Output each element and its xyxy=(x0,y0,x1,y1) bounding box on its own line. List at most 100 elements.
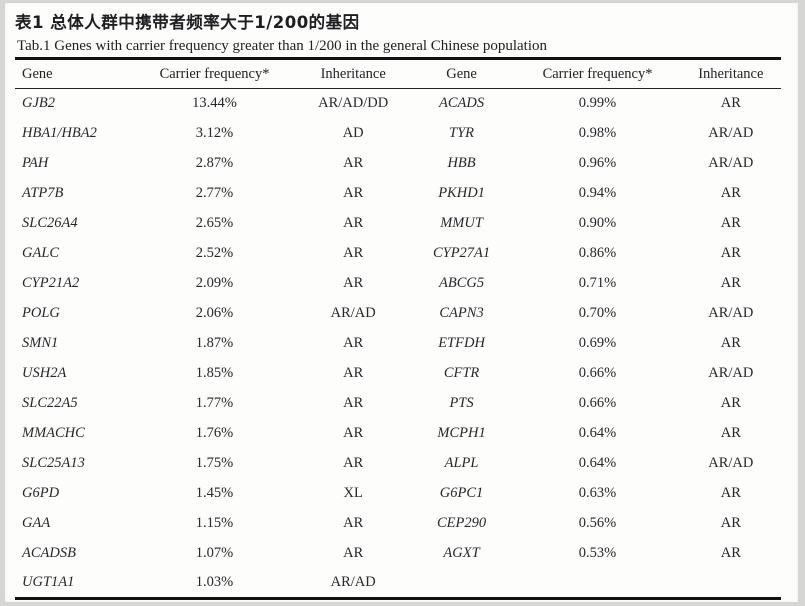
carrier-frequency-cell-left: 2.06% xyxy=(195,305,234,321)
table-row: MMACHC 1.76% AR MCPH1 0.64% AR xyxy=(15,419,781,449)
carrier-frequency-cell-right: 0.94% xyxy=(578,185,617,201)
table-row: UGT1A1 1.03% AR/AD xyxy=(15,569,781,599)
gene-cell-right: ACADS xyxy=(439,95,485,112)
gene-cell-right: PTS xyxy=(449,395,474,411)
inheritance-cell-right: AR/AD xyxy=(708,455,754,471)
carrier-frequency-cell-right: 0.64% xyxy=(578,455,617,471)
table-block: 表1 总体人群中携带者频率大于1/200的基因 Tab.1 Genes with… xyxy=(5,3,798,600)
table-header-row: Gene Carrier frequency* Inheritance Gene… xyxy=(15,58,781,89)
carrier-frequency-cell-right: 0.53% xyxy=(578,545,617,561)
carrier-frequency-cell-right: 0.66% xyxy=(578,365,617,381)
inheritance-cell-right: AR xyxy=(720,95,741,112)
table-row: USH2A 1.85% AR CFTR 0.66% AR/AD xyxy=(15,359,781,389)
table-row: SLC22A5 1.77% AR PTS 0.66% AR xyxy=(15,389,781,419)
carrier-frequency-cell-right: 0.69% xyxy=(578,335,617,351)
carrier-frequency-cell-right: 0.96% xyxy=(578,155,617,171)
gene-carrier-frequency-table: Gene Carrier frequency* Inheritance Gene… xyxy=(15,57,781,600)
gene-cell-right: AGXT xyxy=(443,545,480,561)
inheritance-cell-right: AR xyxy=(720,545,741,561)
carrier-frequency-cell-right: 0.63% xyxy=(578,485,617,501)
gene-cell-left: SLC26A4 xyxy=(22,215,78,231)
inheritance-cell-right: AR/AD xyxy=(708,305,754,321)
gene-cell-left: GAA xyxy=(22,515,51,531)
column-header-inheritance-right: Inheritance xyxy=(680,58,781,89)
table-body: GJB2 13.44% AR/AD/DD ACADS 0.99% AR HBA1… xyxy=(15,89,781,599)
inheritance-cell-left: AR xyxy=(343,335,364,351)
carrier-frequency-cell-left: 1.07% xyxy=(195,545,234,561)
carrier-frequency-cell-right xyxy=(514,569,680,599)
inheritance-cell-left: AR xyxy=(343,455,364,471)
inheritance-cell-left: AR xyxy=(343,425,364,441)
table-row: SLC26A4 2.65% AR MMUT 0.90% AR xyxy=(15,209,781,239)
inheritance-cell-right: AR xyxy=(720,515,741,531)
gene-cell-right xyxy=(409,569,515,599)
carrier-frequency-cell-right: 0.71% xyxy=(578,275,617,291)
gene-cell-left: SMN1 xyxy=(22,335,59,351)
inheritance-cell-left: AR xyxy=(343,365,364,381)
carrier-frequency-cell-left: 3.12% xyxy=(195,125,234,141)
gene-cell-right: CFTR xyxy=(443,365,480,381)
inheritance-cell-right: AR xyxy=(720,275,741,291)
inheritance-cell-right: AR/AD xyxy=(708,155,754,171)
table-row: G6PD 1.45% XL G6PC1 0.63% AR xyxy=(15,479,781,509)
gene-cell-left: G6PD xyxy=(22,485,60,501)
table-row: ATP7B 2.77% AR PKHD1 0.94% AR xyxy=(15,179,781,209)
inheritance-cell-right: AR xyxy=(720,245,741,261)
gene-cell-right: CAPN3 xyxy=(439,305,484,321)
inheritance-cell-left: AR xyxy=(343,545,364,561)
table-row: POLG 2.06% AR/AD CAPN3 0.70% AR/AD xyxy=(15,299,781,329)
carrier-frequency-cell-left: 2.77% xyxy=(195,185,234,201)
gene-cell-left: ACADSB xyxy=(22,545,76,561)
table-row: ACADSB 1.07% AR AGXT 0.53% AR xyxy=(15,539,781,569)
carrier-frequency-cell-left: 1.15% xyxy=(195,515,234,531)
carrier-frequency-cell-right: 0.56% xyxy=(578,515,617,531)
gene-cell-left: SLC22A5 xyxy=(22,395,78,411)
gene-cell-left: GALC xyxy=(22,245,60,261)
gene-cell-right: MCPH1 xyxy=(437,425,486,441)
carrier-frequency-cell-right: 0.99% xyxy=(578,95,617,112)
gene-cell-left: ATP7B xyxy=(22,185,64,201)
gene-cell-left: CYP21A2 xyxy=(22,275,80,291)
inheritance-cell-left: AR xyxy=(343,185,364,201)
inheritance-cell-left: XL xyxy=(343,485,363,501)
inheritance-cell-right xyxy=(681,569,781,599)
inheritance-cell-left: AR xyxy=(343,395,364,411)
gene-cell-left: PAH xyxy=(22,155,49,171)
carrier-frequency-cell-left: 2.52% xyxy=(195,245,234,261)
carrier-frequency-cell-left: 13.44% xyxy=(192,95,237,112)
gene-cell-left: UGT1A1 xyxy=(22,574,75,591)
table-row: GALC 2.52% AR CYP27A1 0.86% AR xyxy=(15,239,781,269)
gene-cell-right: G6PC1 xyxy=(439,485,484,501)
inheritance-cell-right: AR xyxy=(720,335,741,351)
inheritance-cell-left: AR/AD xyxy=(330,574,376,591)
gene-cell-right: ABCG5 xyxy=(439,275,485,291)
carrier-frequency-cell-right: 0.86% xyxy=(578,245,617,261)
gene-cell-left: MMACHC xyxy=(22,425,85,441)
gene-cell-left: GJB2 xyxy=(22,95,56,112)
gene-cell-right: ETFDH xyxy=(438,335,485,351)
column-header-inheritance-left: Inheritance xyxy=(297,58,409,89)
inheritance-cell-left: AR xyxy=(343,515,364,531)
carrier-frequency-cell-left: 1.85% xyxy=(195,365,234,381)
table-row: HBA1/HBA2 3.12% AD TYR 0.98% AR/AD xyxy=(15,119,781,149)
carrier-frequency-cell-left: 2.87% xyxy=(195,155,234,171)
column-header-gene-left: Gene xyxy=(15,58,132,89)
table-row: SMN1 1.87% AR ETFDH 0.69% AR xyxy=(15,329,781,359)
carrier-frequency-cell-right: 0.90% xyxy=(578,215,617,231)
gene-cell-left: POLG xyxy=(22,305,60,321)
inheritance-cell-left: AR xyxy=(343,275,364,291)
inheritance-cell-left: AR/AD xyxy=(330,305,376,321)
gene-cell-right: TYR xyxy=(449,125,475,141)
carrier-frequency-cell-right: 0.66% xyxy=(578,395,617,411)
inheritance-cell-left: AD xyxy=(342,125,364,141)
gene-cell-left: USH2A xyxy=(22,365,67,381)
carrier-frequency-cell-left: 1.03% xyxy=(195,574,234,591)
carrier-frequency-cell-left: 1.45% xyxy=(195,485,234,501)
gene-cell-right: MMUT xyxy=(440,215,483,231)
inheritance-cell-right: AR xyxy=(720,215,741,231)
column-header-carrier-frequency-left: Carrier frequency* xyxy=(131,58,298,89)
table-row: PAH 2.87% AR HBB 0.96% AR/AD xyxy=(15,149,781,179)
table-row: GAA 1.15% AR CEP290 0.56% AR xyxy=(15,509,781,539)
table-row: SLC25A13 1.75% AR ALPL 0.64% AR/AD xyxy=(15,449,781,479)
page-background: 表1 总体人群中携带者频率大于1/200的基因 Tab.1 Genes with… xyxy=(5,3,798,602)
